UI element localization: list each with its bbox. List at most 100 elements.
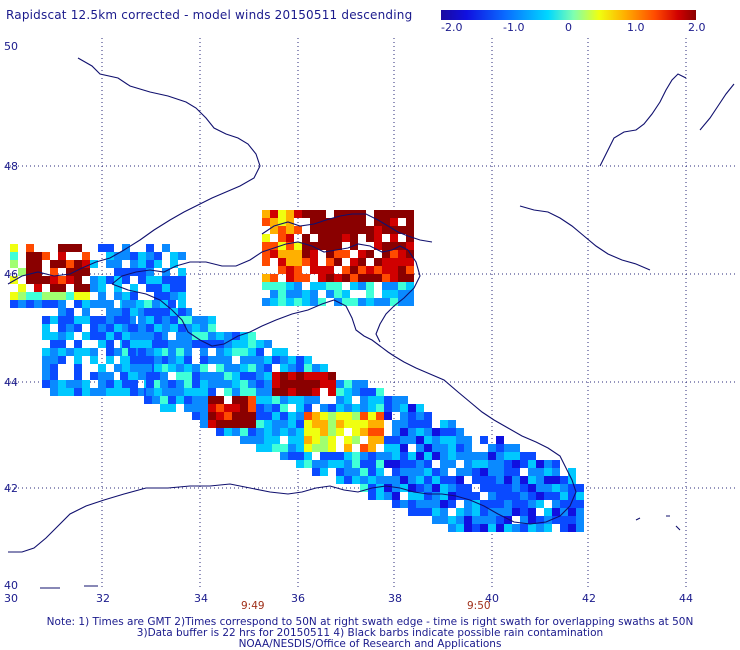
wind-cell [176, 388, 184, 396]
wind-cell [488, 484, 496, 492]
wind-cell [122, 340, 130, 348]
wind-cell [488, 492, 496, 500]
wind-cell [18, 268, 26, 276]
wind-cell [408, 428, 416, 436]
wind-cell [74, 364, 82, 372]
wind-cell [192, 412, 200, 420]
wind-cell [302, 210, 310, 218]
wind-cell [58, 340, 66, 348]
wind-cell [90, 348, 98, 356]
wind-cell [82, 388, 90, 396]
wind-cell [240, 340, 248, 348]
wind-cell [262, 250, 270, 258]
wind-cell [320, 364, 328, 372]
wind-cell [106, 348, 114, 356]
wind-cell [448, 492, 456, 500]
wind-cell [440, 484, 448, 492]
wind-cell [98, 300, 106, 308]
wind-cell [240, 380, 248, 388]
colorbar-label: 2.0 [688, 21, 706, 34]
wind-cell [288, 364, 296, 372]
wind-cell [432, 516, 440, 524]
lon-tick-label: 40 [485, 592, 499, 605]
wind-cell [114, 332, 122, 340]
wind-cell [384, 396, 392, 404]
wind-cell [318, 226, 326, 234]
wind-cell [128, 348, 136, 356]
wind-cell [66, 388, 74, 396]
wind-cell [424, 428, 432, 436]
wind-cell [58, 380, 66, 388]
wind-cell [160, 332, 168, 340]
wind-cell [366, 290, 374, 298]
wind-cell [146, 372, 154, 380]
wind-cell [184, 372, 192, 380]
wind-cell [138, 340, 146, 348]
wind-cell [280, 348, 288, 356]
wind-cell [520, 500, 528, 508]
wind-cell [472, 468, 480, 476]
wind-cell [568, 492, 576, 500]
wind-cell [106, 316, 114, 324]
wind-cell [552, 476, 560, 484]
wind-cell [74, 244, 82, 252]
wind-difference-cells [10, 210, 584, 532]
wind-cell [504, 476, 512, 484]
wind-cell [326, 226, 334, 234]
wind-cell [432, 428, 440, 436]
wind-cell [424, 444, 432, 452]
wind-cell [138, 276, 146, 284]
wind-cell [34, 252, 42, 260]
wind-cell [26, 244, 34, 252]
wind-cell [192, 316, 200, 324]
wind-cell [472, 460, 480, 468]
wind-cell [464, 460, 472, 468]
wind-cell [496, 524, 504, 532]
wind-cell [368, 404, 376, 412]
wind-cell [160, 380, 168, 388]
wind-cell [392, 460, 400, 468]
wind-cell [368, 428, 376, 436]
wind-cell [288, 412, 296, 420]
wind-cell [270, 210, 278, 218]
wind-cell [66, 324, 74, 332]
wind-cell [280, 452, 288, 460]
wind-cell [544, 484, 552, 492]
wind-cell [114, 388, 122, 396]
wind-cell [576, 516, 584, 524]
wind-cell [128, 300, 136, 308]
wind-cell [280, 396, 288, 404]
wind-cell [424, 484, 432, 492]
wind-cell [184, 356, 192, 364]
wind-cell [18, 300, 26, 308]
wind-cell [448, 500, 456, 508]
wind-cell [360, 412, 368, 420]
wind-cell [304, 380, 312, 388]
wind-cell [560, 524, 568, 532]
wind-cell [240, 396, 248, 404]
wind-cell [200, 404, 208, 412]
wind-cell [406, 226, 414, 234]
wind-cell [10, 252, 18, 260]
wind-cell [162, 284, 170, 292]
wind-cell [184, 364, 192, 372]
wind-cell [122, 380, 130, 388]
wind-cell [146, 260, 154, 268]
wind-cell [336, 404, 344, 412]
wind-cell [350, 258, 358, 266]
wind-cell [232, 372, 240, 380]
wind-cell [456, 444, 464, 452]
wind-cell [318, 218, 326, 226]
wind-cell [208, 332, 216, 340]
wind-cell [416, 492, 424, 500]
wind-cell [176, 356, 184, 364]
wind-cell [408, 468, 416, 476]
wind-cell [408, 412, 416, 420]
wind-cell [408, 436, 416, 444]
wind-cell [568, 484, 576, 492]
wind-cell [120, 348, 128, 356]
wind-cell [216, 356, 224, 364]
wind-cell [528, 516, 536, 524]
wind-cell [496, 452, 504, 460]
wind-cell [42, 292, 50, 300]
